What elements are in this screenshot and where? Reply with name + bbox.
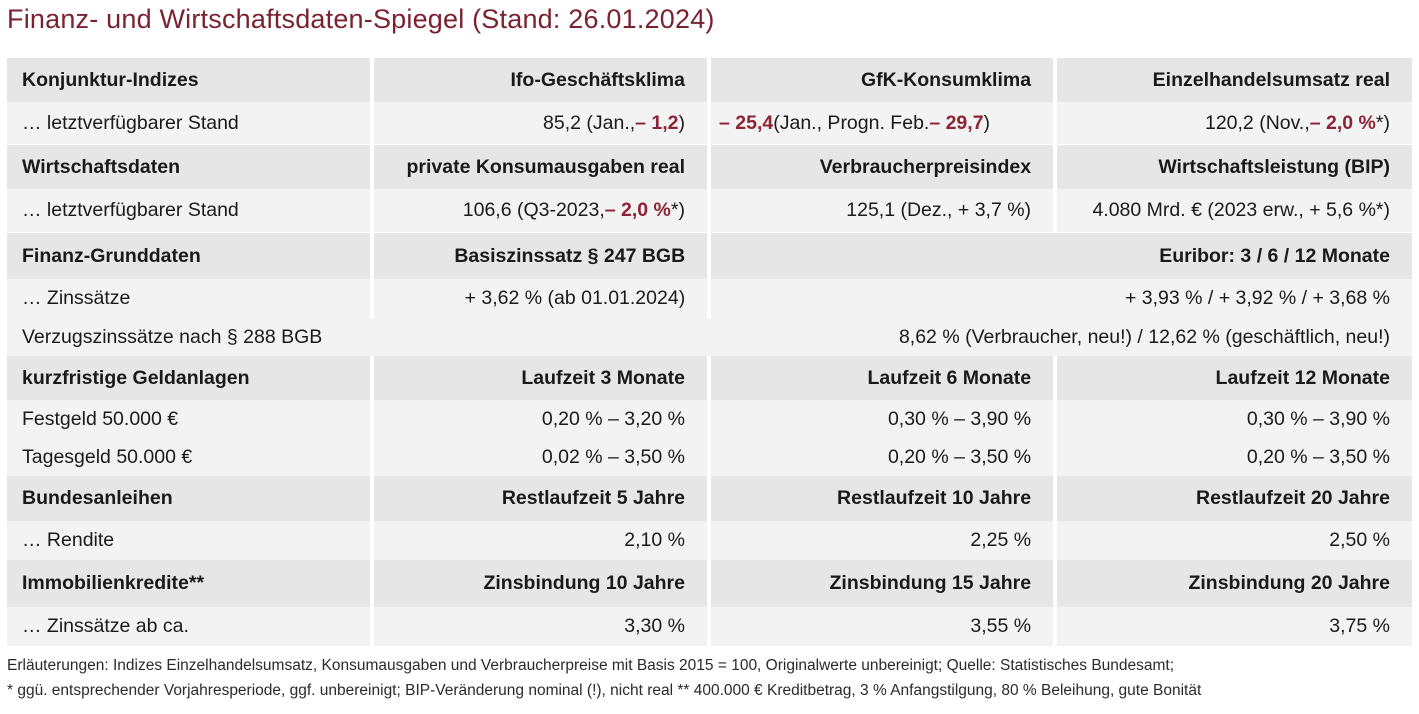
restlaufzeit-20-header: Restlaufzeit 20 Jahre	[1057, 476, 1412, 521]
ifo-value-close: )	[678, 111, 686, 134]
ifo-header: Ifo-Geschäftsklima	[373, 58, 707, 102]
geldanlagen-section-label: kurzfristige Geldanlagen	[7, 356, 370, 400]
finanz-row-label: … Zinssätze	[7, 279, 370, 318]
ifo-change: – 1,2	[635, 111, 679, 134]
immobilien-header-row: Immobilienkredite** Zinsbindung 10 Jahre…	[7, 560, 1412, 607]
ehu-value-main: 120,2 (Nov.,	[1204, 111, 1310, 134]
laufzeit-12-header: Laufzeit 12 Monate	[1057, 356, 1412, 400]
gfk-text: (Jan., Progn. Feb.	[773, 111, 930, 134]
rendite-label: … Rendite	[7, 521, 370, 560]
wirtschaft-row-label: … letztverfügbarer Stand	[7, 189, 370, 232]
immobilien-value-row: … Zinssätze ab ca. 3,30 % 3,55 % 3,75 %	[7, 607, 1412, 646]
restlaufzeit-10-header: Restlaufzeit 10 Jahre	[711, 476, 1054, 521]
konsum-value-main: 106,6 (Q3-2023,	[462, 199, 605, 221]
verzug-row: Verzugszinssätze nach § 288 BGB 8,62 % (…	[7, 318, 1412, 356]
bip-value: 4.080 Mrd. € (2023 erw., + 5,6 %*)	[1057, 189, 1412, 232]
basiszins-header: Basiszinssatz § 247 BGB	[373, 233, 708, 279]
konsum-value: 106,6 (Q3-2023, – 2,0 % *)	[373, 189, 707, 232]
festgeld-label: Festgeld 50.000 €	[7, 400, 370, 438]
wirtschaft-value-row: … letztverfügbarer Stand 106,6 (Q3-2023,…	[7, 189, 1412, 232]
zins-10: 3,30 %	[373, 607, 707, 646]
zinsbindung-20-header: Zinsbindung 20 Jahre	[1057, 560, 1412, 607]
tagesgeld-12m: 0,20 % – 3,50 %	[1057, 438, 1412, 476]
euribor-value: + 3,93 % / + 3,92 % / + 3,68 %	[711, 279, 1412, 318]
geldanlagen-header-row: kurzfristige Geldanlagen Laufzeit 3 Mona…	[7, 356, 1412, 400]
basiszins-value: + 3,62 % (ab 01.01.2024)	[373, 279, 708, 318]
vpi-value: 125,1 (Dez., + 3,7 %)	[711, 189, 1054, 232]
konjunktur-value-row: … letztverfügbarer Stand 85,2 (Jan., – 1…	[7, 102, 1412, 144]
festgeld-3m: 0,20 % – 3,20 %	[373, 400, 707, 438]
rendite-10: 2,25 %	[711, 521, 1054, 560]
gfk-close: )	[983, 111, 991, 134]
einzelhandel-header: Einzelhandelsumsatz real	[1057, 58, 1412, 102]
immobilien-row-label: … Zinssätze ab ca.	[7, 607, 370, 646]
verzug-label: Verzugszinssätze nach § 288 BGB	[7, 318, 373, 356]
festgeld-12m: 0,30 % – 3,90 %	[1057, 400, 1412, 438]
konjunktur-section-label: Konjunktur-Indizes	[7, 58, 370, 102]
konjunktur-row-label: … letztverfügbarer Stand	[7, 102, 370, 144]
restlaufzeit-5-header: Restlaufzeit 5 Jahre	[373, 476, 707, 521]
immobilien-section-label: Immobilienkredite**	[7, 560, 370, 607]
bip-header: Wirtschaftsleistung (BIP)	[1057, 145, 1412, 189]
vpi-header: Verbraucherpreisindex	[711, 145, 1054, 189]
einzelhandel-value: 120,2 (Nov., – 2,0 % *)	[1057, 102, 1412, 144]
zinsbindung-10-header: Zinsbindung 10 Jahre	[373, 560, 707, 607]
rendite-20: 2,50 %	[1057, 521, 1412, 560]
zins-20: 3,75 %	[1057, 607, 1412, 646]
footnote-1: Erläuterungen: Indizes Einzelhandelsumsa…	[7, 657, 1175, 674]
rendite-5: 2,10 %	[373, 521, 707, 560]
zins-15: 3,55 %	[711, 607, 1054, 646]
laufzeit-6-header: Laufzeit 6 Monate	[711, 356, 1054, 400]
ifo-value-main: 85,2 (Jan.,	[543, 111, 636, 134]
gfk-value: – 25,4 (Jan., Progn. Feb. – 29,7)	[711, 102, 1054, 144]
finanz-value-row: … Zinssätze + 3,62 % (ab 01.01.2024) + 3…	[7, 279, 1412, 318]
wirtschaft-header-row: Wirtschaftsdaten private Konsumausgaben …	[7, 145, 1412, 189]
konsum-close: *)	[670, 199, 685, 221]
rendite-row: … Rendite 2,10 % 2,25 % 2,50 %	[7, 521, 1412, 560]
ifo-value: 85,2 (Jan., – 1,2)	[373, 102, 708, 144]
festgeld-row: Festgeld 50.000 € 0,20 % – 3,20 % 0,30 %…	[7, 400, 1412, 438]
tagesgeld-6m: 0,20 % – 3,50 %	[711, 438, 1054, 476]
verzug-value: 8,62 % (Verbraucher, neu!) / 12,62 % (ge…	[373, 318, 1412, 356]
anleihen-header-row: Bundesanleihen Restlaufzeit 5 Jahre Rest…	[7, 476, 1412, 521]
zinsbindung-15-header: Zinsbindung 15 Jahre	[711, 560, 1054, 607]
ehu-change: – 2,0 %	[1309, 111, 1376, 134]
gfk-header: GfK-Konsumklima	[711, 58, 1054, 102]
ehu-close: *)	[1375, 111, 1390, 134]
konsum-change: – 2,0 %	[604, 199, 671, 221]
festgeld-6m: 0,30 % – 3,90 %	[711, 400, 1054, 438]
anleihen-section-label: Bundesanleihen	[7, 476, 370, 521]
euribor-header: Euribor: 3 / 6 / 12 Monate	[711, 233, 1412, 279]
finanz-header-row: Finanz-Grunddaten Basiszinssatz § 247 BG…	[7, 233, 1412, 279]
tagesgeld-label: Tagesgeld 50.000 €	[7, 438, 370, 476]
konsum-header: private Konsumausgaben real	[373, 145, 707, 189]
tagesgeld-3m: 0,02 % – 3,50 %	[373, 438, 707, 476]
footnote-2: * ggü. entsprechender Vorjahresperiode, …	[7, 682, 1202, 699]
gfk-current: – 25,4	[719, 111, 774, 134]
page-title: Finanz- und Wirtschaftsdaten-Spiegel (St…	[7, 4, 715, 34]
laufzeit-3-header: Laufzeit 3 Monate	[373, 356, 707, 400]
gfk-forecast: – 29,7	[929, 111, 984, 134]
tagesgeld-row: Tagesgeld 50.000 € 0,02 % – 3,50 % 0,20 …	[7, 438, 1412, 476]
konjunktur-header-row: Konjunktur-Indizes Ifo-Geschäftsklima Gf…	[7, 58, 1412, 102]
finanz-section-label: Finanz-Grunddaten	[7, 233, 370, 279]
wirtschaft-section-label: Wirtschaftsdaten	[7, 145, 370, 189]
